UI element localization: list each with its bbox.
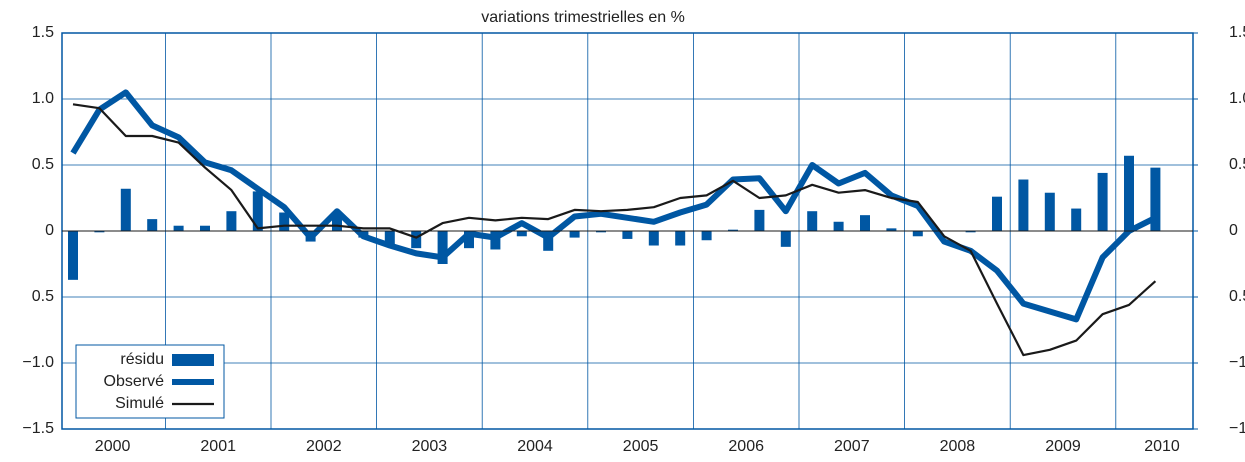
y2-tick-label: 0.5 <box>1229 156 1245 173</box>
y-tick-label: 0 <box>45 222 54 239</box>
y2-tick-label: −1.0 <box>1229 354 1245 371</box>
bar <box>411 231 422 249</box>
bar <box>252 191 263 231</box>
bar <box>912 231 923 237</box>
y2-tick-label: 0 <box>1229 222 1238 239</box>
y2-tick-label: 0.5 <box>1229 288 1245 305</box>
y2-tick-label: 1.0 <box>1229 90 1245 107</box>
bar <box>1124 155 1134 231</box>
line <box>70 89 1157 323</box>
y2-tick-label: −1.5 <box>1229 420 1245 437</box>
x-tick-label: 2005 <box>623 438 659 455</box>
x-tick-label: 2004 <box>517 438 553 455</box>
x-tick-label: 2001 <box>200 438 236 455</box>
bar <box>516 231 527 237</box>
bar <box>226 211 237 231</box>
bar <box>173 225 184 231</box>
bar <box>622 231 633 239</box>
bar <box>886 228 897 231</box>
bar <box>384 231 395 245</box>
y2-tick-label: 1.5 <box>1229 24 1245 41</box>
bar <box>1071 208 1082 231</box>
bar <box>675 231 686 246</box>
x-tick-label: 2007 <box>834 438 870 455</box>
bar <box>728 229 738 231</box>
bar <box>543 231 554 251</box>
x-tick-label: 2003 <box>412 438 448 455</box>
x-tick-label: 2010 <box>1144 438 1180 455</box>
bar <box>1018 179 1029 231</box>
bar <box>701 231 712 241</box>
x-tick-label: 2002 <box>306 438 342 455</box>
bar <box>437 231 448 264</box>
bar <box>120 188 131 231</box>
x-tick-label: 2006 <box>728 438 764 455</box>
y-tick-label: −1.5 <box>22 420 54 437</box>
y-tick-label: 0.5 <box>32 288 54 305</box>
bar <box>833 221 844 231</box>
chart-title: variations trimestrielles en % <box>481 9 685 26</box>
bar <box>464 231 474 249</box>
x-tick-label: 2000 <box>95 438 131 455</box>
x-tick-label: 2009 <box>1045 438 1081 455</box>
bar <box>648 231 659 246</box>
y-tick-label: 1.0 <box>32 90 54 107</box>
line <box>72 103 1157 357</box>
bar <box>807 211 818 231</box>
bar <box>860 215 870 231</box>
y-tick-label: 0.5 <box>32 156 54 173</box>
x-tick-label: 2008 <box>940 438 976 455</box>
bar <box>754 209 765 231</box>
legend-label: Simulé <box>115 395 164 412</box>
bar <box>1150 167 1161 231</box>
legend-label: résidu <box>120 351 164 368</box>
bar <box>94 231 105 233</box>
bar <box>332 215 342 231</box>
y-tick-label: 1.5 <box>32 24 54 41</box>
bar <box>1097 172 1108 231</box>
bar <box>1044 192 1055 231</box>
bar <box>147 219 158 231</box>
legend-label: Observé <box>104 373 165 390</box>
y-tick-label: −1.0 <box>22 354 54 371</box>
bar <box>569 231 580 238</box>
bar <box>992 196 1002 231</box>
bar <box>200 225 210 231</box>
bar <box>596 231 606 233</box>
bar <box>68 231 78 280</box>
bar <box>279 212 290 231</box>
legend-swatch <box>172 354 214 366</box>
bar <box>965 231 976 233</box>
bar <box>780 231 791 247</box>
